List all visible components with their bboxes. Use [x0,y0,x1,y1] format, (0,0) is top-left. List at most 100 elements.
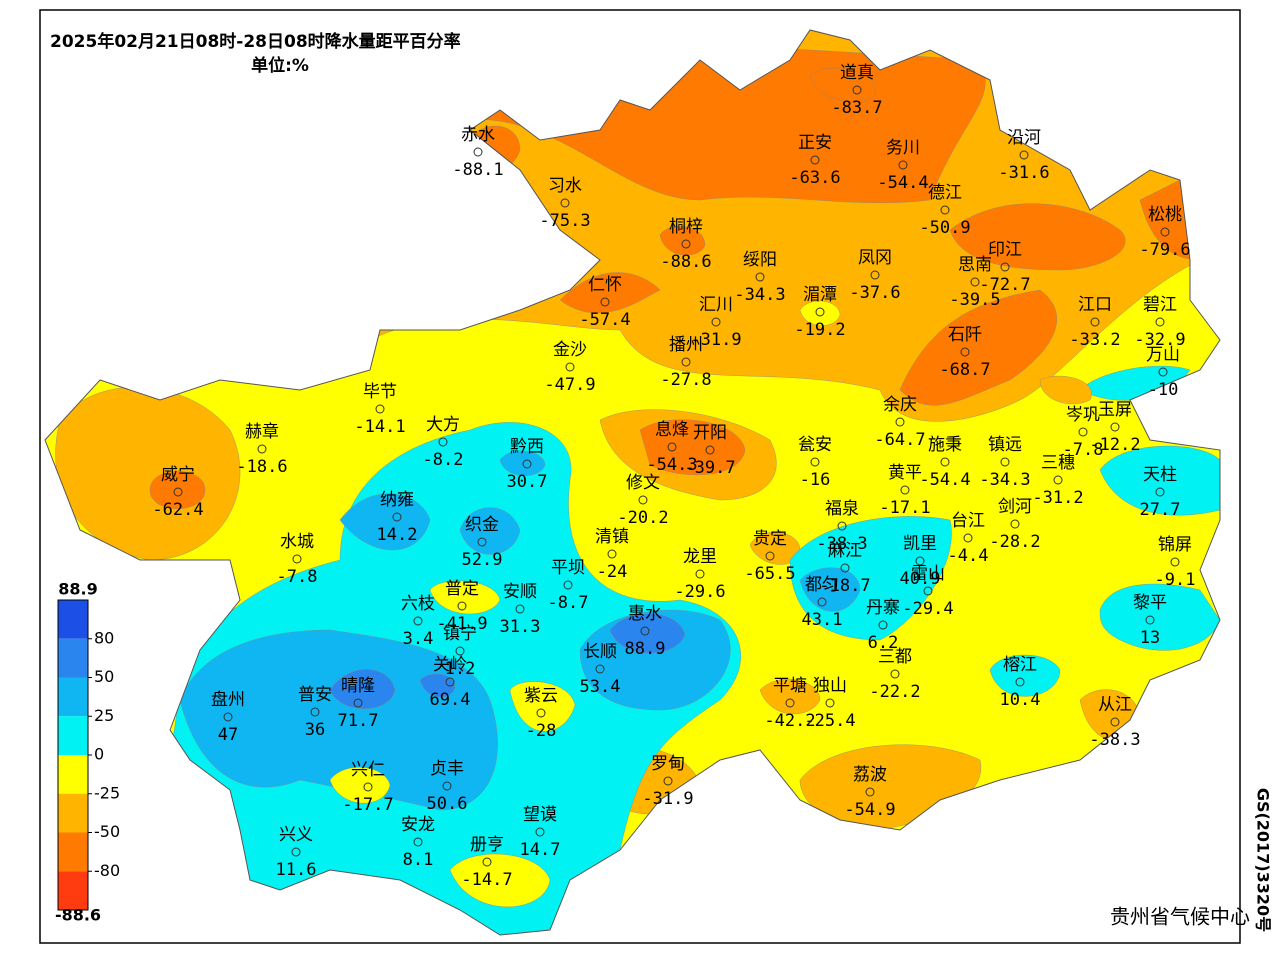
station-name: 龙里 [683,547,717,567]
station-name: 麻江 [828,541,862,561]
station-marker [413,837,423,847]
station-marker [940,457,950,467]
legend-swatch [58,871,88,910]
station-value: -38.3 [1089,730,1140,750]
station-name: 盘州 [211,690,245,710]
station-value: -31.9 [642,789,693,809]
station-marker [413,616,423,626]
station-value: -8.2 [423,450,464,470]
station-value: 47 [218,725,238,745]
station-name: 普定 [445,579,479,599]
contour-region [639,419,746,476]
station-name: 长顺 [583,642,617,662]
station-name: 安龙 [401,815,435,835]
station-name: 施秉 [928,435,962,455]
station-name: 瓮安 [798,435,832,455]
station-marker [960,347,970,357]
station-value: 40.9 [900,569,941,589]
station-marker [363,782,373,792]
station-marker [900,485,910,495]
station-marker [522,459,532,469]
station-value: -14.1 [354,417,405,437]
station-marker [711,317,721,327]
station-marker [442,781,452,791]
legend-tick-label: -25 [94,783,120,802]
station-marker [681,239,691,249]
station-marker [257,444,267,454]
legend-swatch [58,638,88,678]
station-value: -47.9 [544,375,595,395]
legend-swatch [58,793,88,833]
station-value: 14.7 [520,840,561,860]
station-value: -54.4 [877,173,928,193]
station-name: 三都 [878,647,912,667]
station-marker [457,601,467,611]
station-marker [1110,717,1120,727]
station-marker [473,147,483,157]
station-name: 正安 [798,133,832,153]
station-marker [438,437,448,447]
station-marker [817,597,827,607]
station-marker [595,664,605,674]
station-name: 松桃 [1148,205,1182,225]
station-marker [825,698,835,708]
station-name: 修文 [626,473,660,493]
station-name: 余庆 [883,395,917,415]
station-value: -28.2 [989,532,1040,552]
station-name: 赤水 [461,125,495,145]
station-marker [765,551,775,561]
station-value: -9.1 [1155,570,1196,590]
station-value: -57.4 [579,310,630,330]
station-marker [173,487,183,497]
title: 2025年02月21日08时-28日08时降水量距平百分率 [50,31,461,52]
station-name: 平坝 [551,558,585,578]
station-name: 榕江 [1003,655,1037,675]
station-value: -41.9 [436,614,487,634]
station-name: 思南 [958,255,992,275]
station-marker [810,155,820,165]
legend-tick-label: -80 [94,861,120,880]
station-value: -17.1 [879,498,930,518]
station-marker [1110,422,1120,432]
station-marker [536,708,546,718]
station-marker [915,556,925,566]
station-marker [392,512,402,522]
station-name: 关岭 [433,655,467,675]
station-value: 8.1 [403,850,434,870]
station-value: -33.2 [1069,330,1120,350]
station-value: -42.2 [764,711,815,731]
station-name: 黎平 [1133,593,1167,613]
station-name: 江口 [1078,295,1112,315]
station-value: -10 [1148,380,1179,400]
legend-max: 88.9 [58,580,97,599]
station-value: -14.7 [461,870,512,890]
legend-tick-label: 80 [94,628,114,647]
station-value: -7.8 [1063,440,1104,460]
station-name: 清镇 [595,527,629,547]
station-value: 6.2 [868,633,899,653]
station-marker [681,357,691,367]
station-name: 都匀 [805,575,839,595]
station-value: -83.7 [831,98,882,118]
legend-swatch [58,677,88,717]
station-value: 69.4 [430,690,471,710]
station-name: 道真 [840,63,874,83]
station-value: -34.3 [734,285,785,305]
contour-region [329,613,686,709]
station-name: 贞丰 [430,759,464,779]
contour-region [899,289,1057,406]
station-name: 沿河 [1007,128,1041,148]
station-value: 50.6 [427,794,468,814]
station-name: 万山 [1146,345,1180,365]
station-value: 14.2 [377,525,418,545]
station-value: -68.7 [939,360,990,380]
station-name: 罗甸 [651,754,685,774]
station-marker [455,646,465,656]
station-marker [755,272,765,282]
station-name: 紫云 [524,686,558,706]
station-marker [1078,427,1088,437]
station-value: -88.1 [452,160,503,180]
station-value: -50.9 [919,218,970,238]
contour-region [149,471,206,509]
